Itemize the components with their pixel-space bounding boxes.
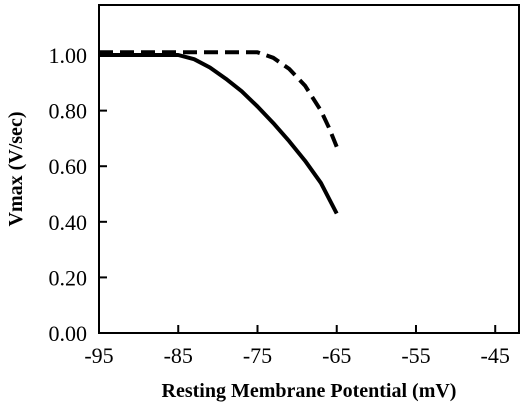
- x-tick-label: -95: [84, 343, 113, 368]
- y-axis-title: Vmax (V/sec): [5, 112, 27, 227]
- plot-frame: [98, 4, 520, 334]
- series-layer: [99, 50, 339, 215]
- x-tick-label: -75: [243, 343, 272, 368]
- x-tick-label: -45: [481, 343, 510, 368]
- y-axis-ticks: 0.00 0.20 0.40 0.60 0.80 1.00: [49, 43, 107, 346]
- y-tick-label: 0.00: [49, 321, 88, 346]
- y-tick-label: 0.40: [49, 210, 88, 235]
- y-tick-label: 1.00: [49, 43, 88, 68]
- dashed-series-line: [99, 50, 339, 148]
- x-tick-label: -55: [401, 343, 430, 368]
- x-tick-label: -65: [322, 343, 351, 368]
- x-axis-ticks: -95 -85 -75 -65 -55 -45: [84, 325, 510, 368]
- solid-series-line: [99, 53, 339, 215]
- x-axis-title: Resting Membrane Potential (mV): [162, 380, 457, 402]
- y-tick-label: 0.60: [49, 154, 88, 179]
- x-tick-label: -85: [164, 343, 193, 368]
- y-tick-label: 0.80: [49, 99, 88, 124]
- y-tick-label: 0.20: [49, 265, 88, 290]
